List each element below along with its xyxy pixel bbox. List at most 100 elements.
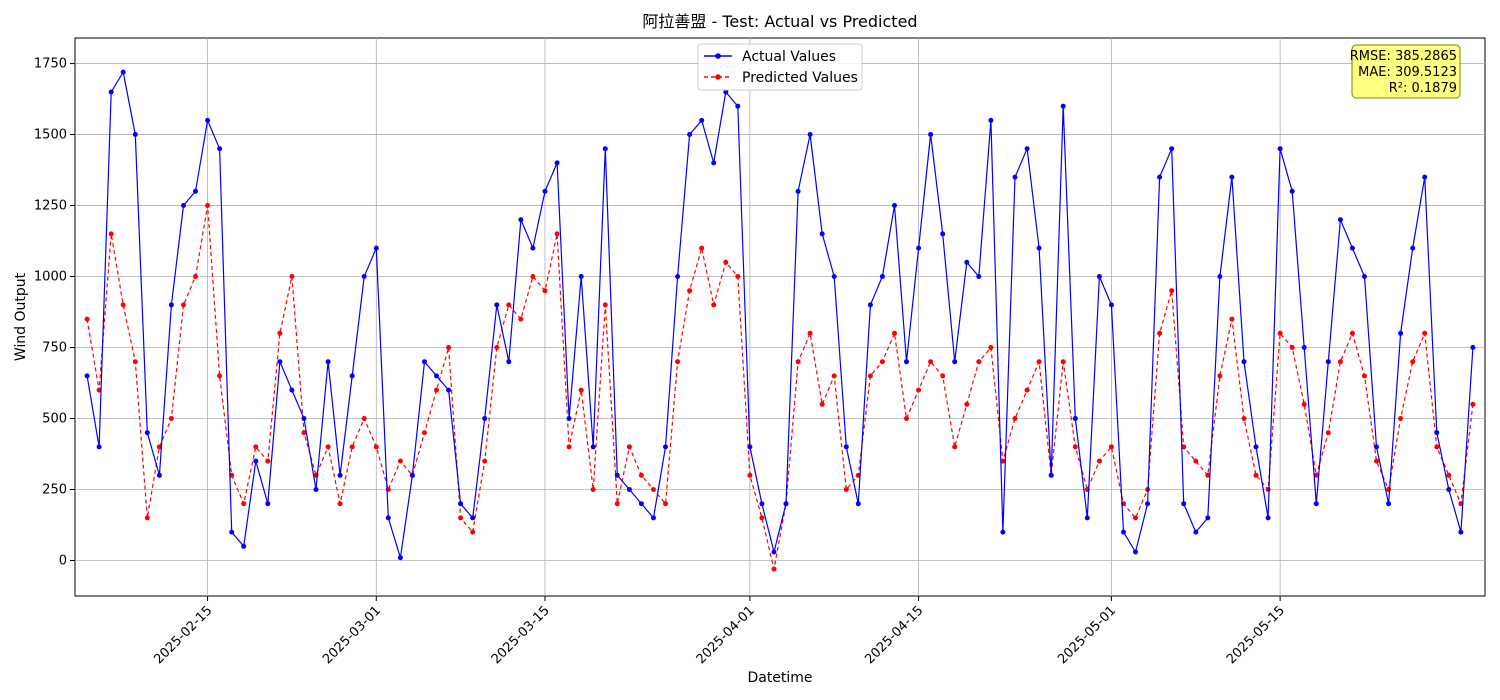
actual-point [892, 203, 897, 208]
actual-point [1434, 430, 1440, 436]
predicted-point [1108, 444, 1114, 450]
predicted-point [1422, 330, 1428, 336]
actual-point [795, 188, 801, 194]
predicted-point [1277, 330, 1283, 336]
actual-point [1157, 174, 1163, 180]
predicted-point [1205, 472, 1211, 478]
predicted-point [879, 359, 885, 365]
predicted-point [614, 501, 620, 507]
predicted-point [301, 430, 307, 436]
predicted-point [205, 203, 211, 208]
predicted-point [1374, 458, 1379, 464]
actual-point [108, 89, 114, 95]
predicted-point [1265, 487, 1271, 492]
predicted-point [1386, 487, 1392, 492]
actual-point [1060, 103, 1066, 109]
actual-point [566, 416, 572, 421]
legend-actual-label: Actual Values [742, 49, 836, 65]
predicted-point [699, 245, 705, 251]
actual-point [590, 444, 596, 450]
actual-point [1169, 146, 1175, 152]
actual-point [964, 259, 970, 265]
actual-point [409, 472, 415, 478]
actual-point [614, 472, 620, 478]
actual-point [1072, 416, 1078, 421]
actual-point [1048, 472, 1054, 478]
predicted-point [554, 231, 560, 237]
predicted-point [349, 444, 355, 450]
predicted-point [518, 316, 524, 322]
actual-point [711, 160, 717, 166]
metrics-background [1351, 44, 1461, 99]
metric-rmse: RMSE: 385.2865 [1350, 49, 1457, 64]
legend-predicted-marker [715, 74, 721, 80]
predicted-point [1313, 472, 1319, 478]
predicted-point [940, 373, 946, 379]
actual-point [470, 515, 476, 521]
actual-point [602, 146, 608, 152]
actual-point [530, 245, 536, 251]
y-tick-label: 750 [42, 341, 67, 356]
predicted-point [1410, 359, 1416, 365]
actual-point [337, 472, 343, 478]
actual-point [735, 103, 741, 109]
actual-point [1000, 529, 1006, 535]
predicted-point [1229, 316, 1235, 322]
y-tick-label: 1500 [34, 128, 67, 143]
actual-point [1349, 245, 1355, 251]
predicted-point [168, 416, 174, 421]
actual-point [1096, 274, 1102, 279]
actual-point [397, 555, 403, 561]
actual-point [241, 543, 247, 549]
y-axis-ticks: 0 250 500 750 1000 1250 1500 1750 [34, 57, 75, 569]
predicted-point [289, 274, 295, 279]
legend-box [697, 43, 863, 91]
metrics-box: RMSE: 385.2865 MAE: 309.5123 R²: 0.1879 [1350, 44, 1461, 99]
actual-point [759, 501, 765, 507]
actual-point [385, 515, 391, 521]
actual-point [1253, 444, 1259, 450]
actual-point [675, 274, 681, 279]
predicted-point [904, 416, 909, 421]
predicted-point [494, 345, 500, 350]
actual-point [168, 302, 174, 308]
y-tick-label: 1000 [34, 270, 67, 285]
predicted-point [578, 387, 584, 393]
actual-point [1337, 217, 1343, 223]
actual-line [86, 70, 1474, 558]
predicted-point [795, 359, 801, 365]
predicted-point [1301, 401, 1307, 407]
predicted-point [181, 302, 186, 308]
actual-point [253, 458, 259, 464]
actual-point [952, 359, 958, 365]
predicted-point [747, 472, 753, 478]
predicted-point [1446, 472, 1452, 478]
actual-point [458, 501, 464, 507]
predicted-point [241, 501, 247, 507]
predicted-point [422, 430, 427, 436]
y-tick-label: 250 [42, 483, 67, 498]
actual-point [120, 69, 126, 75]
predicted-point [446, 345, 452, 350]
actual-point [349, 373, 355, 379]
predicted-point [867, 373, 873, 379]
actual-point [1374, 444, 1379, 450]
actual-point [482, 416, 488, 421]
predicted-point [1349, 330, 1355, 336]
legend: Actual Values Predicted Values [697, 43, 863, 91]
predicted-point [84, 316, 90, 322]
predicted-point [1241, 416, 1247, 421]
predicted-point [1133, 515, 1138, 521]
grid-layer [75, 38, 1485, 596]
actual-point [651, 515, 656, 521]
predicted-point [434, 387, 439, 393]
predicted-point [1181, 444, 1187, 450]
predicted-point [1193, 458, 1199, 464]
predicted-point [735, 274, 741, 279]
actual-point [1193, 529, 1199, 535]
actual-point [1458, 529, 1464, 535]
actual-point [687, 132, 693, 137]
predicted-point [952, 444, 958, 450]
actual-point [1084, 515, 1090, 521]
actual-point [976, 274, 982, 279]
